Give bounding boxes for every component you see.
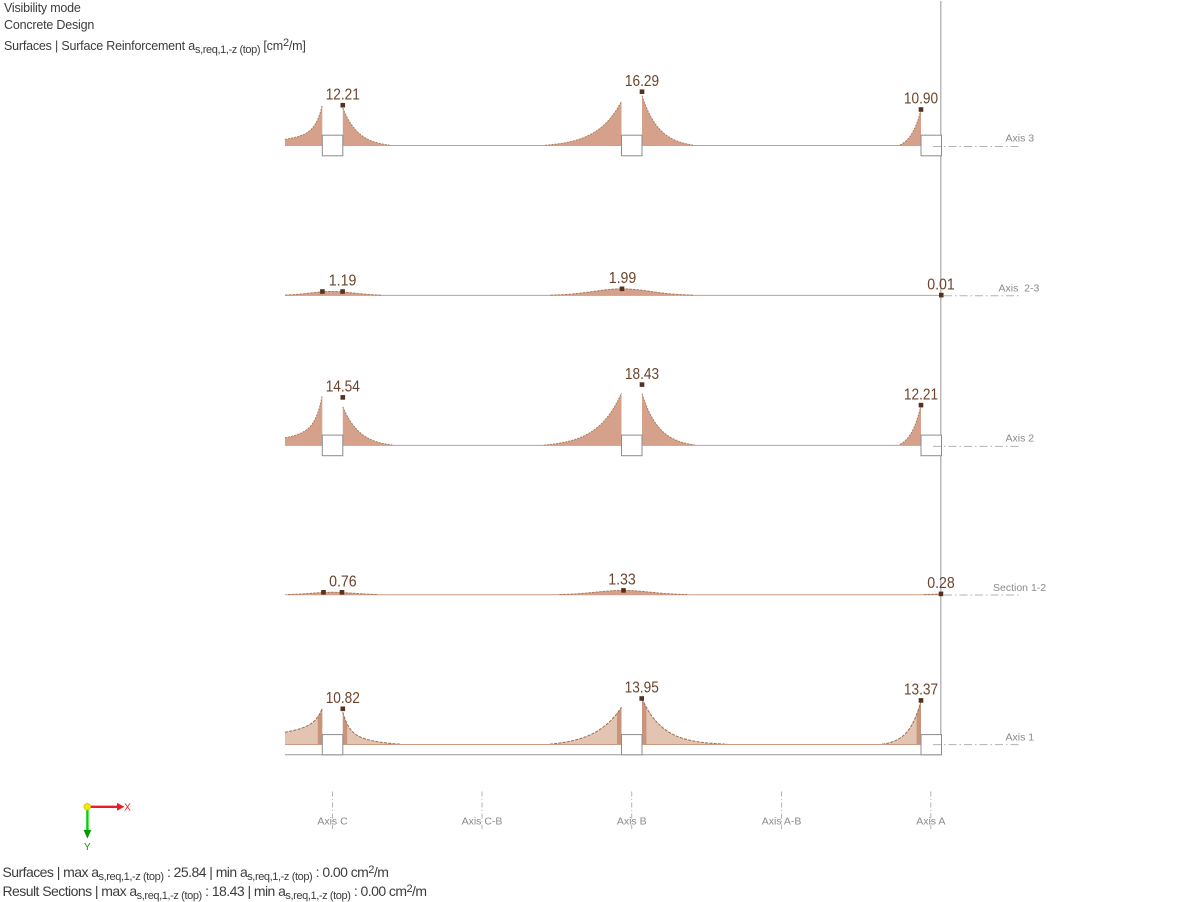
- svg-text:1.99: 1.99: [609, 270, 637, 287]
- svg-text:Axis 2: Axis 2: [1006, 432, 1035, 444]
- svg-text:Y: Y: [84, 842, 91, 853]
- svg-text:0.01: 0.01: [927, 276, 955, 293]
- svg-text:12.21: 12.21: [904, 386, 938, 403]
- svg-text:Axis C: Axis C: [317, 815, 348, 827]
- svg-text:Axis 1: Axis 1: [1006, 732, 1035, 744]
- svg-text:Axis C-B: Axis C-B: [462, 815, 503, 827]
- svg-text:1.33: 1.33: [608, 572, 636, 589]
- svg-text:16.29: 16.29: [625, 73, 659, 90]
- svg-text:Axis A-B: Axis A-B: [762, 815, 802, 827]
- svg-text:1.19: 1.19: [329, 273, 357, 290]
- svg-text:10.90: 10.90: [904, 91, 938, 108]
- svg-text:Axis 3: Axis 3: [1006, 133, 1035, 145]
- svg-text:Axis 2-3: Axis 2-3: [999, 282, 1040, 294]
- svg-text:14.54: 14.54: [326, 379, 360, 396]
- svg-text:0.76: 0.76: [329, 574, 357, 591]
- svg-text:0.28: 0.28: [927, 575, 955, 592]
- svg-text:18.43: 18.43: [625, 366, 659, 383]
- svg-text:Axis A: Axis A: [916, 815, 945, 827]
- svg-text:13.95: 13.95: [625, 680, 659, 697]
- svg-text:13.37: 13.37: [904, 682, 938, 699]
- svg-text:Axis B: Axis B: [617, 815, 647, 827]
- svg-text:Section 1-2: Section 1-2: [993, 582, 1046, 594]
- svg-text:12.21: 12.21: [326, 86, 360, 103]
- svg-text:X: X: [124, 802, 131, 813]
- svg-text:10.82: 10.82: [326, 690, 360, 707]
